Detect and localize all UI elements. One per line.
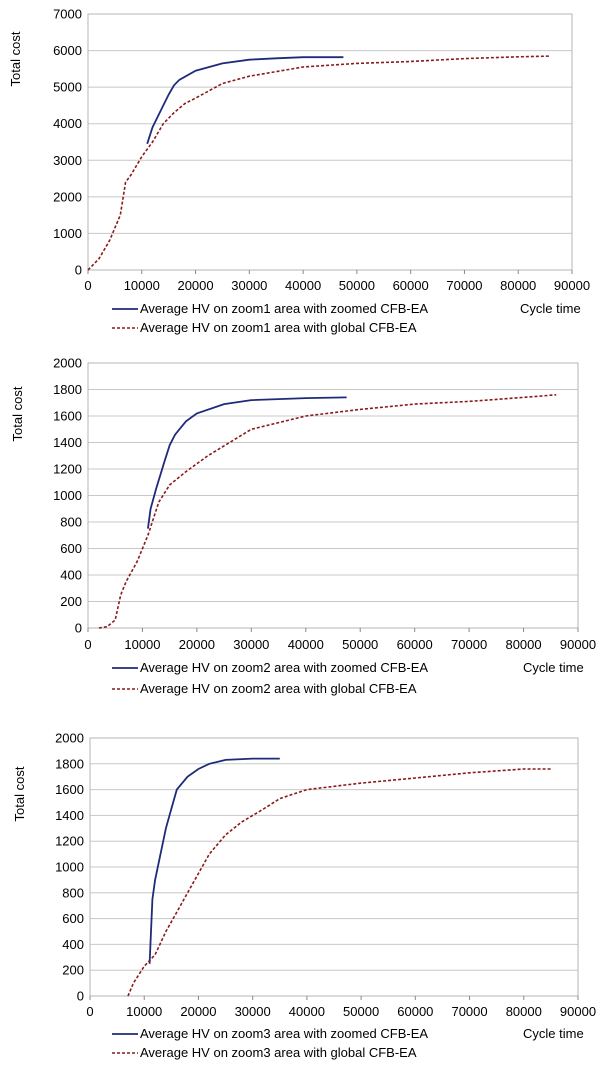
y-tick-label: 5000	[53, 80, 82, 95]
x-tick-label: 80000	[505, 637, 541, 652]
plot-frame	[89, 737, 579, 997]
y-tick-label: 1800	[55, 756, 84, 771]
x-tick-label: 40000	[288, 637, 324, 652]
x-tick-label: 30000	[231, 278, 267, 293]
series-line-zoomed	[147, 396, 347, 529]
plot-frame	[87, 13, 573, 271]
x-tick-label: 0	[86, 1004, 93, 1019]
x-tick-label: 30000	[235, 1004, 271, 1019]
y-tick-label: 1200	[53, 462, 82, 477]
x-tick-label: 50000	[343, 1004, 379, 1019]
x-tick-label: 20000	[177, 278, 213, 293]
y-tick-label: 600	[62, 911, 84, 926]
y-tick-label: 3000	[53, 153, 82, 168]
y-axis-label: Total cost	[12, 766, 27, 821]
x-tick-label: 10000	[124, 637, 160, 652]
series-line-zoomed	[148, 757, 280, 964]
y-tick-label: 4000	[53, 116, 82, 131]
plot-frame	[87, 362, 579, 629]
legend-entry: Average HV on zoom3 area with global CFB…	[140, 1045, 417, 1060]
y-tick-label: 400	[62, 937, 84, 952]
x-tick-label: 60000	[393, 278, 429, 293]
x-tick-label: 80000	[506, 1004, 542, 1019]
y-tick-label: 7000	[53, 7, 82, 22]
y-tick-label: 200	[60, 594, 82, 609]
y-tick-label: 200	[62, 963, 84, 978]
y-tick-label: 1400	[53, 435, 82, 450]
x-tick-label: 60000	[397, 637, 433, 652]
x-tick-label: 10000	[124, 278, 160, 293]
y-tick-label: 0	[77, 989, 84, 1004]
y-tick-label: 1600	[55, 782, 84, 797]
series-line-global	[98, 394, 557, 629]
x-tick-label: 50000	[339, 278, 375, 293]
legend-entry: Average HV on zoom2 area with global CFB…	[140, 681, 417, 696]
x-tick-label: 50000	[342, 637, 378, 652]
y-tick-label: 2000	[53, 356, 82, 371]
y-tick-label: 1000	[53, 488, 82, 503]
y-tick-label: 1600	[53, 409, 82, 424]
x-tick-label: 10000	[126, 1004, 162, 1019]
legend-entry: Average HV on zoom3 area with zoomed CFB…	[140, 1026, 428, 1041]
y-axis-label: Total cost	[8, 31, 23, 86]
x-tick-label: 70000	[446, 278, 482, 293]
y-tick-label: 1000	[53, 226, 82, 241]
legend-entry: Average HV on zoom1 area with global CFB…	[140, 320, 417, 335]
x-tick-label: 60000	[397, 1004, 433, 1019]
y-axis-label: Total cost	[10, 386, 25, 441]
y-tick-label: 2000	[53, 189, 82, 204]
x-tick-label: 20000	[180, 1004, 216, 1019]
x-tick-label: 80000	[500, 278, 536, 293]
y-tick-label: 2000	[55, 731, 84, 746]
y-tick-label: 1200	[55, 834, 84, 849]
x-tick-label: 70000	[451, 637, 487, 652]
x-axis-label: Cycle time	[523, 660, 584, 675]
y-tick-label: 800	[62, 885, 84, 900]
series-line-zoomed	[146, 56, 344, 145]
x-axis-label: Cycle time	[520, 301, 581, 316]
x-tick-label: 90000	[560, 1004, 596, 1019]
y-tick-label: 0	[75, 621, 82, 636]
y-tick-label: 0	[75, 263, 82, 278]
x-tick-label: 70000	[451, 1004, 487, 1019]
x-tick-label: 30000	[233, 637, 269, 652]
y-tick-label: 1000	[55, 860, 84, 875]
legend-entry: Average HV on zoom1 area with zoomed CFB…	[140, 301, 428, 316]
series-line-global	[127, 768, 551, 997]
y-tick-label: 6000	[53, 43, 82, 58]
x-tick-label: 40000	[285, 278, 321, 293]
y-tick-label: 400	[60, 568, 82, 583]
x-tick-label: 40000	[289, 1004, 325, 1019]
x-axis-label: Cycle time	[523, 1026, 584, 1041]
x-tick-label: 20000	[179, 637, 215, 652]
x-tick-label: 0	[84, 637, 91, 652]
y-tick-label: 1400	[55, 808, 84, 823]
series-line-global	[87, 55, 551, 271]
legend-entry: Average HV on zoom2 area with zoomed CFB…	[140, 660, 428, 675]
y-tick-label: 800	[60, 515, 82, 530]
x-tick-label: 90000	[554, 278, 590, 293]
y-tick-label: 600	[60, 541, 82, 556]
x-tick-label: 0	[84, 278, 91, 293]
y-tick-label: 1800	[53, 382, 82, 397]
x-tick-label: 90000	[560, 637, 596, 652]
